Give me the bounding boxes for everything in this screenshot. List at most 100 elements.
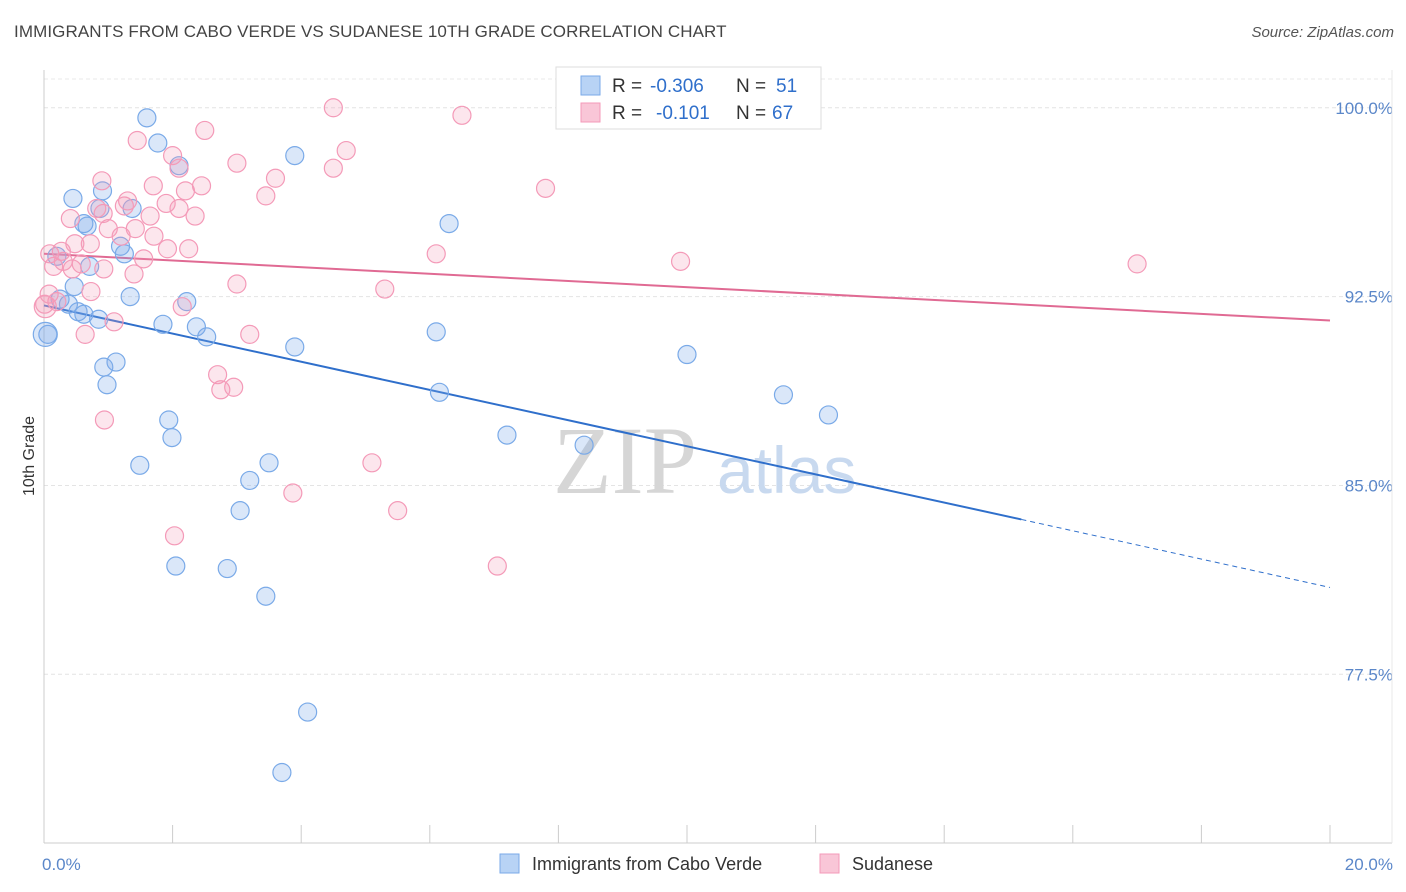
cabo-verde-point <box>58 294 79 314</box>
sudanese-point <box>92 171 112 191</box>
x-tick-label-start: 0.0% <box>42 855 81 874</box>
y-tick-label: 92.5% <box>1345 288 1393 307</box>
cabo-verde-point <box>197 327 217 347</box>
sudanese-point <box>44 256 64 276</box>
sudanese-point <box>80 234 100 254</box>
cabo-verde-point <box>130 455 150 475</box>
cabo-verde-point <box>426 322 446 342</box>
cabo-verde-point <box>153 314 173 334</box>
y-tick-label: 85.0% <box>1345 476 1393 495</box>
trend-lines <box>43 252 1331 588</box>
data-points <box>32 98 1147 783</box>
cabo-verde-point <box>429 382 450 402</box>
stat-r-value-2: -0.101 <box>656 103 710 124</box>
sudanese-point <box>62 259 82 279</box>
sudanese-point <box>1127 254 1147 274</box>
sudanese-point <box>208 365 228 385</box>
y-tick-label: 100.0% <box>1335 99 1393 118</box>
legend-swatch-cabo-verde <box>499 853 520 874</box>
sudanese-point <box>169 198 189 219</box>
cabo-verde-point <box>259 453 279 473</box>
sudanese-point <box>75 324 95 344</box>
cabo-verde-point <box>497 425 517 445</box>
sudanese-point <box>336 140 356 161</box>
cabo-verde-point <box>63 188 83 209</box>
stat-n-value-2: 67 <box>772 103 793 124</box>
sudanese-point <box>117 191 138 211</box>
cabo-verde-point <box>64 276 84 297</box>
cabo-verde-point <box>148 133 168 153</box>
chart-title: IMMIGRANTS FROM CABO VERDE VS SUDANESE 1… <box>14 22 727 41</box>
cabo-verde-point <box>818 405 839 425</box>
sudanese-point <box>185 206 205 226</box>
legend-swatch-sudanese <box>819 853 840 874</box>
sudanese-point <box>362 453 382 473</box>
sudanese-point <box>227 153 247 173</box>
stat-r-label-1: R = <box>612 76 642 97</box>
sudanese-point <box>156 193 176 214</box>
axes: 100.0% 92.5% 85.0% 77.5% 0.0% 20.0% <box>42 70 1393 874</box>
cabo-verde-point <box>217 558 237 579</box>
cabo-verde-point <box>285 146 305 166</box>
legend-label-cabo-verde: Immigrants from Cabo Verde <box>532 854 762 874</box>
sudanese-point <box>94 259 114 279</box>
sudanese-point <box>179 239 199 259</box>
sudanese-point <box>87 198 107 219</box>
cabo-verde-point <box>272 762 292 783</box>
sudanese-point <box>535 178 556 198</box>
series-legend: Immigrants from Cabo Verde Sudanese <box>499 853 933 874</box>
y-axis-label: 10th Grade <box>21 416 38 496</box>
sudanese-point <box>71 254 91 274</box>
y-tick-label: 77.5% <box>1345 665 1393 684</box>
sudanese-point <box>323 98 343 118</box>
sudanese-point <box>163 146 183 166</box>
sudanese-point <box>169 158 189 178</box>
sudanese-point <box>191 176 212 196</box>
stat-n-value-1: 51 <box>776 76 797 97</box>
cabo-verde-point <box>230 501 250 521</box>
cabo-verde-trend-extension <box>1021 518 1331 588</box>
cabo-verde-point <box>574 435 594 455</box>
cabo-verde-point <box>89 309 109 329</box>
cabo-verde-point <box>439 213 459 234</box>
cabo-verde-point <box>240 470 260 491</box>
x-tick-label-end: 20.0% <box>1345 855 1393 874</box>
cabo-verde-point <box>186 317 206 337</box>
sudanese-point <box>175 181 196 201</box>
sudanese-point <box>39 284 59 304</box>
sudanese-point <box>211 380 231 400</box>
cabo-verde-point <box>94 357 114 377</box>
cabo-verde-point <box>159 410 179 430</box>
sudanese-point <box>93 203 113 224</box>
sudanese-point <box>47 292 67 312</box>
cabo-verde-trend-line <box>43 304 1022 521</box>
stats-legend: R = -0.306 N = 51 R = -0.101 N = 67 <box>555 66 822 130</box>
gridlines <box>44 78 1392 675</box>
sudanese-point <box>283 483 303 503</box>
sudanese-point <box>94 410 115 430</box>
legend-swatch-pink <box>580 102 601 123</box>
sudanese-point <box>227 274 247 294</box>
stat-n-label-1: N = <box>736 76 766 97</box>
sudanese-point <box>487 556 507 576</box>
sudanese-point <box>114 196 134 216</box>
sudanese-point <box>265 168 286 188</box>
sudanese-point <box>426 244 446 264</box>
sudanese-point <box>144 226 164 246</box>
stat-r-value-1: -0.306 <box>650 76 704 97</box>
cabo-verde-point <box>773 385 794 405</box>
cabo-verde-point <box>32 321 58 347</box>
sudanese-point <box>134 249 154 269</box>
legend-label-sudanese: Sudanese <box>852 854 933 874</box>
watermark-atlas: atlas <box>717 433 856 507</box>
sudanese-point <box>111 226 131 246</box>
cabo-verde-point <box>285 337 305 357</box>
sudanese-point <box>81 281 101 302</box>
sudanese-point <box>104 312 124 332</box>
sudanese-point <box>127 130 147 151</box>
sudanese-point <box>124 264 144 284</box>
cabo-verde-point <box>162 428 182 448</box>
cabo-verde-point <box>77 216 97 236</box>
stat-n-label-2: N = <box>736 103 766 124</box>
